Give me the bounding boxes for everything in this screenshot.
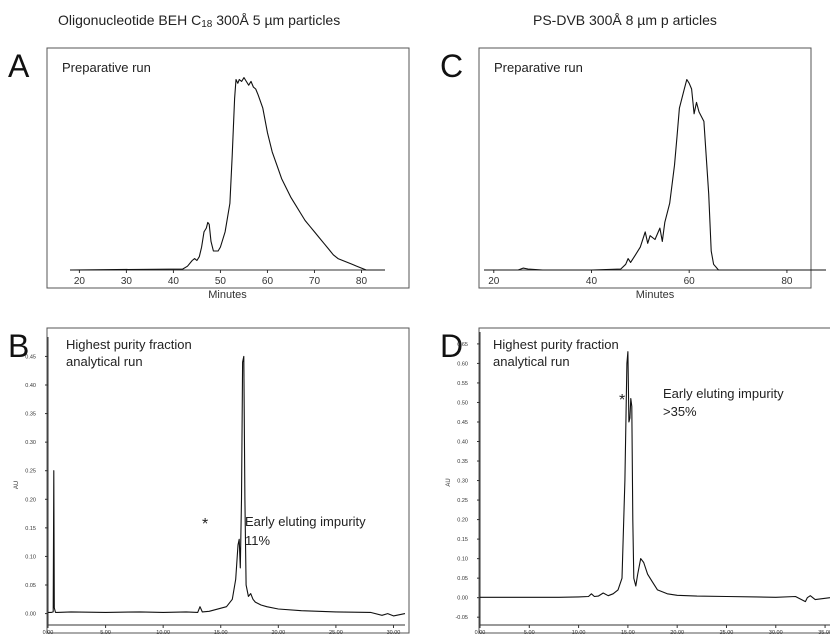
panel-b-y-tick-label: 0.20 — [25, 497, 36, 503]
panel-a-title: Preparative run — [62, 60, 151, 75]
panel-a-x-tick-label: 40 — [168, 276, 180, 287]
panel-b-impurity-star: * — [202, 516, 208, 533]
panel-a-chart: 20 30 40 50 60 70 80 Minutes — [46, 47, 410, 301]
panel-c-chart: 20 40 60 80 Minutes — [478, 47, 826, 301]
panel-b-y-tick-label: 0.10 — [25, 554, 36, 560]
panel-d-y-tick-label: 0.35 — [457, 459, 468, 465]
panel-d-trace — [480, 351, 830, 603]
panel-c-x-tick-label: 80 — [781, 276, 793, 287]
panel-d-x-tick-label: 30.00 — [769, 630, 783, 636]
panel-b-x-tick-label: 20.00 — [271, 630, 285, 636]
panel-d-y-tick-label: 0.60 — [457, 361, 468, 367]
panel-d-x-tick-label: 15.00 — [621, 630, 635, 636]
panel-c-trace — [484, 78, 826, 271]
panel-b-x-tick-label: 5.00 — [100, 630, 111, 636]
panel-d-y-tick-label: 0.05 — [457, 576, 468, 582]
panel-a-frame — [46, 47, 410, 289]
panel-b-frame — [46, 327, 410, 634]
panel-a-x-axis-title: Minutes — [208, 289, 247, 301]
panel-b-title-line2: analytical run — [66, 354, 143, 369]
panel-b-y-tick-label: 0.00 — [25, 612, 36, 618]
panel-b-x-tick-label: 10.00 — [156, 630, 170, 636]
panel-d-impurity-label: Early eluting impurity — [663, 386, 784, 401]
panel-a-trace — [69, 77, 385, 271]
panel-b-y-tick-label: 0.30 — [25, 440, 36, 446]
panel-d-y-tick-label: 0.25 — [457, 498, 468, 504]
panel-d-chart: 0.00 5.00 10.00 15.00 20.00 25.00 30.00 35.00 -0… — [446, 327, 830, 636]
panel-a-x-tick-label: 60 — [262, 276, 274, 287]
panel-b-y-tick-label: 0.35 — [25, 412, 36, 418]
panel-c-frame — [478, 47, 812, 289]
panel-a-x-tick-label: 50 — [215, 276, 227, 287]
panel-d-y-tick-label: 0.55 — [457, 381, 468, 387]
panel-c-x-tick-label: 20 — [488, 276, 500, 287]
panel-a-x-tick-label: 70 — [309, 276, 321, 287]
panel-b-y-tick-label: 0.40 — [25, 383, 36, 389]
panel-b-y-axis-title: AU — [14, 481, 20, 489]
panel-d-y-axis-title: AU — [446, 478, 452, 486]
panel-d-y-tick-label: 0.30 — [457, 479, 468, 485]
panel-d-x-tick-label: 25.00 — [720, 630, 734, 636]
panel-d-y-tick-label: 0.65 — [457, 342, 468, 348]
panel-a-x-tick-label: 20 — [74, 276, 86, 287]
panel-c-title: Preparative run — [494, 60, 583, 75]
panel-d-frame — [478, 327, 830, 634]
panel-b-x-tick-label: 30.00 — [387, 630, 401, 636]
panel-b-y-tick-label: 0.15 — [25, 526, 36, 532]
panel-c-x-axis-title: Minutes — [636, 289, 675, 301]
left-column-header: Oligonucleotide BEH C18 300Å 5 µm partic… — [58, 12, 340, 30]
panel-b-y-tick-label: 0.45 — [25, 354, 36, 360]
right-column-header: PS-DVB 300Å 8 µm p articles — [533, 12, 717, 28]
panel-d-y-tick-label: 0.15 — [457, 537, 468, 543]
panel-d-impurity-star: * — [619, 392, 625, 409]
panel-d-x-tick-label: 5.00 — [524, 630, 535, 636]
panel-b-x-tick-label: 25.00 — [329, 630, 343, 636]
panel-d-y-tick-label: 0.40 — [457, 440, 468, 446]
panel-a-x-tick-label: 30 — [121, 276, 133, 287]
panel-b-y-tick-label: 0.25 — [25, 469, 36, 475]
panel-b-y-tick-label: 0.05 — [25, 583, 36, 589]
panel-d-x-tick-label: 20.00 — [670, 630, 684, 636]
panel-d-impurity-value: >35% — [663, 404, 697, 419]
panel-d-y-tick-label: 0.10 — [457, 557, 468, 563]
panel-d-y-tick-label: 0.45 — [457, 420, 468, 426]
panel-b-x-tick-label: 0.00 — [43, 630, 54, 636]
panel-label-b: B — [8, 328, 30, 364]
panel-d-y-tick-label: 0.00 — [457, 596, 468, 602]
panel-d-y-tick-label: -0.05 — [455, 615, 468, 621]
panel-d-y-tick-label: 0.20 — [457, 518, 468, 524]
panel-d-x-tick-label: 0.00 — [475, 630, 486, 636]
panel-d-x-tick-label: 35.00 — [818, 630, 830, 636]
panel-d-title-line2: analytical run — [493, 354, 570, 369]
panel-label-c: C — [440, 48, 464, 84]
panel-b-title-line1: Highest purity fraction — [66, 337, 192, 352]
left-header-subscript: 18 — [201, 19, 213, 30]
panel-b-impurity-value: 11% — [245, 533, 270, 548]
panel-a-x-tick-label: 80 — [356, 276, 368, 287]
panel-b-impurity-label: Early eluting impurity — [245, 514, 366, 529]
panel-b-chart: 0.00 5.00 10.00 15.00 20.00 25.00 30.00 0.00 0.0… — [14, 327, 410, 636]
left-header-text: Oligonucleotide BEH C — [58, 12, 202, 28]
panel-b-trace — [48, 355, 406, 617]
panel-label-a: A — [8, 48, 30, 84]
panel-d-y-tick-label: 0.50 — [457, 400, 468, 406]
panel-c-x-tick-label: 60 — [684, 276, 696, 287]
panel-label-d: D — [440, 328, 464, 364]
panel-d-title-line1: Highest purity fraction — [493, 337, 619, 352]
panel-d-x-tick-label: 10.00 — [572, 630, 586, 636]
panel-c-x-tick-label: 40 — [586, 276, 598, 287]
left-header-text-rest: 300Å 5 µm particles — [212, 12, 341, 28]
panel-b-x-tick-label: 15.00 — [214, 630, 228, 636]
